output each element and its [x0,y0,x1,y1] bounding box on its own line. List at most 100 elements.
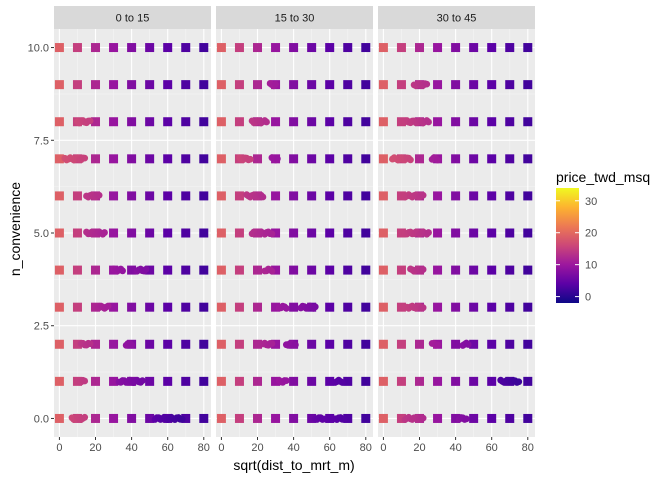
data-point [469,117,479,127]
data-point [487,191,497,201]
data-point [145,117,155,127]
data-point [343,80,353,90]
data-point [199,228,209,238]
data-point [145,154,155,164]
data-point [487,154,497,164]
data-point [216,117,226,127]
data-point [434,156,441,164]
data-point [325,376,335,386]
data-point [72,80,82,90]
data-point [181,117,191,127]
data-point [419,191,427,199]
data-point [142,265,150,273]
data-point [72,265,82,275]
data-point [433,43,443,53]
data-point [127,228,137,238]
data-point [469,80,479,90]
data-point [311,303,319,311]
data-point [216,43,226,53]
data-point [199,117,209,127]
data-point [145,376,155,386]
data-point [378,154,388,164]
data-point [469,191,479,201]
data-point [234,265,244,275]
data-point [487,228,497,238]
data-point [253,302,263,312]
data-point [433,376,443,386]
data-point [91,339,101,349]
data-point [307,191,317,201]
data-point [505,43,515,53]
data-point [378,265,388,275]
data-point [216,265,226,275]
legend-tick-label: 10 [585,260,597,272]
legend-tick-label: 30 [585,196,597,208]
data-point [433,265,443,275]
data-point [307,154,317,164]
data-point [199,339,209,349]
data-point [523,154,533,164]
data-point [109,191,119,201]
facet-strip [54,6,211,29]
data-point [343,228,353,238]
data-point [505,191,515,201]
data-point [487,302,497,312]
data-point [505,265,515,275]
data-point [271,413,281,423]
data-point [145,191,155,201]
data-point [469,302,479,312]
data-point [396,339,406,349]
data-point [234,339,244,349]
data-point [253,376,263,386]
data-point [199,154,209,164]
y-tick-label: 2.5 [34,321,49,333]
data-point [253,413,263,423]
data-point [271,43,281,53]
data-point [419,304,427,312]
data-point [396,265,406,275]
data-point [181,228,191,238]
data-point [433,228,443,238]
data-point [199,413,209,423]
data-point [163,376,173,386]
data-point [343,302,353,312]
data-point [72,339,82,349]
data-point [72,228,82,238]
data-point [505,117,515,127]
data-point [199,265,209,275]
data-point [199,191,209,201]
data-point [487,117,497,127]
data-point [419,266,427,273]
data-point [145,43,155,53]
x-tick-label: 60 [162,442,174,454]
data-point [415,154,425,164]
data-point [234,117,244,127]
data-point [86,117,94,125]
x-tick-label: 40 [449,442,461,454]
data-point [163,265,173,275]
data-point [307,339,317,349]
data-point [307,413,317,423]
data-point [271,117,281,127]
facet-strip-label: 15 to 30 [275,13,315,25]
data-point [451,302,461,312]
data-point [253,154,263,164]
y-axis: 0.0 2.5 5.0 7.5 10.0 [28,43,54,425]
data-point [127,191,137,201]
data-point [127,80,137,90]
data-point [361,80,371,90]
data-point [268,340,276,347]
data-point [343,413,353,423]
data-point [361,43,371,53]
data-point [505,154,515,164]
x-tick-label: 0 [218,442,224,454]
data-point [307,117,317,127]
data-point [523,302,533,312]
data-point [487,413,497,423]
data-point [109,413,119,423]
data-point [451,191,461,201]
y-tick-label: 7.5 [34,135,49,147]
data-point [396,302,406,312]
data-point [216,413,226,423]
data-point [325,191,335,201]
